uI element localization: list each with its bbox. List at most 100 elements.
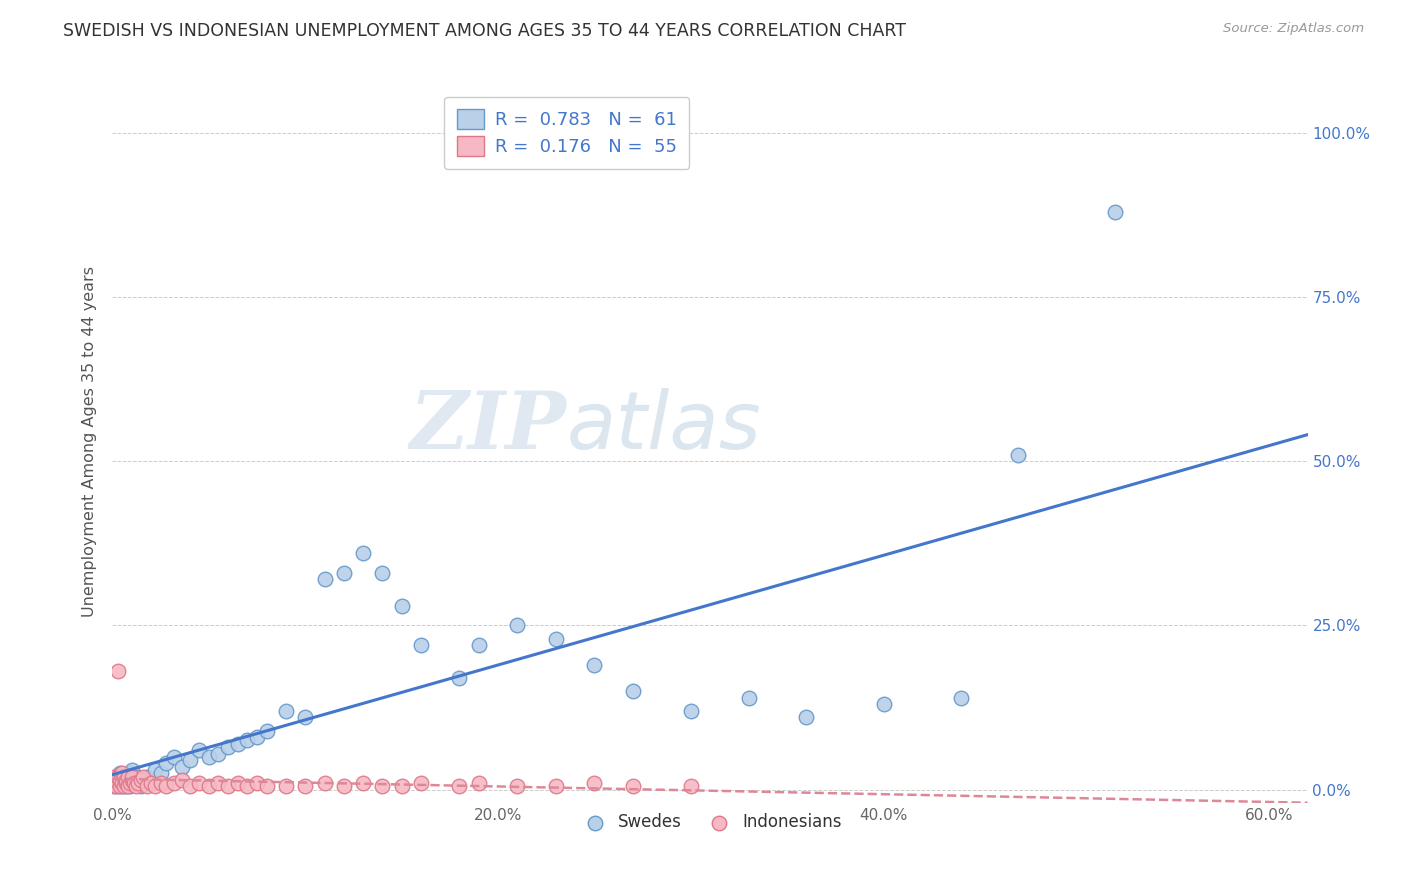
Point (131, 780, 153, 794)
Point (621, 684, 644, 698)
Point (118, 766, 141, 780)
Point (108, 766, 131, 780)
Point (274, 780, 297, 794)
Point (314, 776, 336, 790)
Point (333, 780, 356, 794)
Point (198, 749, 221, 764)
Point (179, 753, 201, 767)
Point (118, 776, 141, 790)
Point (179, 780, 201, 794)
Y-axis label: Unemployment Among Ages 35 to 44 years: Unemployment Among Ages 35 to 44 years (82, 266, 97, 617)
Point (108, 780, 131, 794)
Point (117, 770, 139, 784)
Point (583, 657, 606, 672)
Point (121, 776, 143, 790)
Point (198, 780, 221, 794)
Point (409, 776, 432, 790)
Point (112, 776, 135, 790)
Point (256, 723, 278, 738)
Point (124, 780, 146, 794)
Point (122, 772, 145, 787)
Point (163, 776, 186, 790)
Point (108, 772, 131, 787)
Point (105, 772, 128, 787)
Point (143, 780, 166, 794)
Point (111, 780, 134, 794)
Legend: Swedes, Indonesians: Swedes, Indonesians (572, 806, 848, 838)
Point (108, 776, 131, 790)
Point (679, 704, 702, 718)
Point (506, 618, 529, 632)
Point (139, 776, 162, 790)
Point (105, 776, 128, 790)
Point (163, 749, 186, 764)
Point (115, 776, 138, 790)
Point (136, 770, 159, 784)
Point (124, 770, 146, 784)
Point (117, 780, 139, 794)
Point (121, 763, 143, 777)
Point (121, 770, 143, 784)
Point (207, 776, 229, 790)
Point (149, 766, 172, 780)
Point (583, 776, 606, 790)
Point (118, 780, 141, 794)
Point (391, 780, 413, 794)
Text: Source: ZipAtlas.com: Source: ZipAtlas.com (1223, 22, 1364, 36)
Point (139, 772, 162, 787)
Text: ZIP: ZIP (409, 388, 567, 466)
Point (107, 770, 129, 784)
Point (352, 546, 374, 560)
Point (449, 671, 471, 685)
Point (391, 599, 413, 613)
Point (467, 638, 489, 652)
Point (117, 770, 139, 784)
Point (136, 780, 159, 794)
Point (112, 770, 135, 784)
Point (949, 690, 972, 705)
Point (449, 780, 471, 794)
Point (188, 776, 211, 790)
Point (872, 698, 894, 712)
Point (1007, 448, 1029, 462)
Point (115, 772, 138, 787)
Point (115, 780, 138, 794)
Point (217, 739, 239, 754)
Point (188, 743, 211, 757)
Text: atlas: atlas (567, 388, 762, 467)
Point (103, 776, 125, 790)
Point (333, 566, 356, 580)
Point (107, 665, 129, 679)
Point (121, 772, 143, 787)
Point (294, 710, 316, 724)
Point (352, 776, 374, 790)
Point (155, 756, 177, 771)
Point (117, 776, 139, 790)
Point (256, 780, 278, 794)
Point (371, 566, 394, 580)
Point (371, 780, 394, 794)
Point (132, 772, 155, 787)
Point (111, 776, 134, 790)
Point (111, 766, 134, 780)
Point (111, 772, 134, 787)
Point (143, 763, 166, 777)
Point (103, 780, 125, 794)
Point (226, 737, 249, 751)
Point (679, 780, 702, 794)
Point (294, 780, 316, 794)
Point (506, 780, 529, 794)
Point (155, 780, 177, 794)
Point (467, 776, 489, 790)
Point (314, 573, 336, 587)
Point (132, 770, 155, 784)
Point (112, 780, 135, 794)
Point (217, 780, 239, 794)
Point (544, 780, 567, 794)
Point (1104, 204, 1126, 219)
Point (796, 710, 818, 724)
Point (107, 780, 129, 794)
Point (112, 770, 135, 784)
Point (544, 632, 567, 646)
Point (737, 690, 759, 705)
